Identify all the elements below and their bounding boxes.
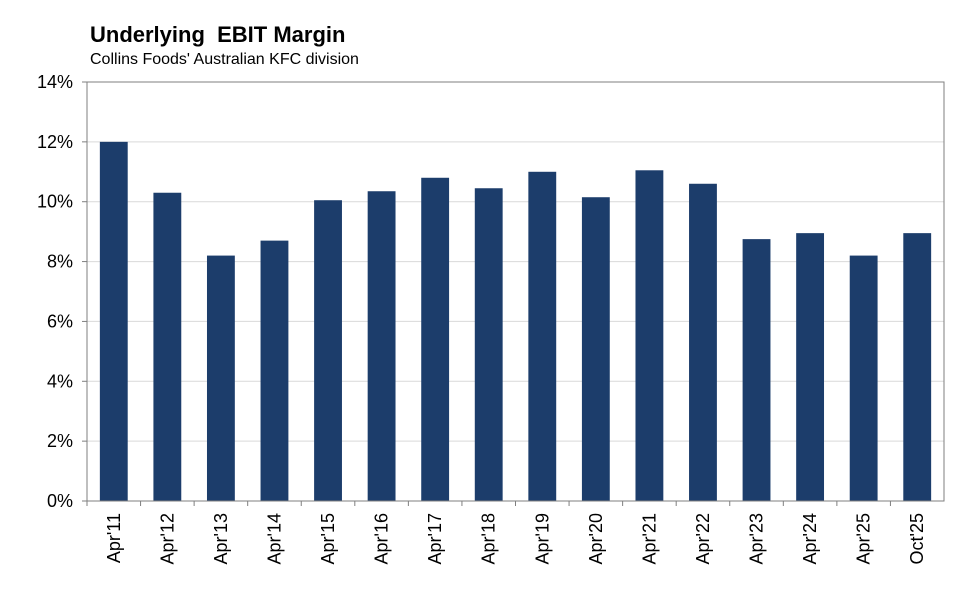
x-tick-label: Apr'15: [318, 513, 338, 564]
y-tick-label: 0%: [47, 491, 73, 511]
bar: [206, 255, 235, 501]
bar: [421, 177, 450, 501]
bar: [314, 200, 342, 502]
chart-subtitle: Collins Foods' Australian KFC division: [90, 51, 359, 68]
bar: [581, 197, 610, 501]
x-tick-label: Apr'20: [586, 513, 606, 564]
x-tick-label: Apr'13: [211, 513, 231, 564]
bar: [260, 240, 289, 501]
x-axis-ticks: Apr'11 Apr'12 Apr'13 Apr'14 Apr'15 Apr'16 Apr'…: [86, 501, 927, 564]
x-tick-label: Apr'25: [854, 513, 874, 564]
x-tick-label: Apr'21: [639, 513, 659, 564]
bar: [474, 188, 503, 501]
x-tick-label: Oct'25: [907, 513, 927, 564]
y-tick-label: 10%: [37, 192, 73, 212]
x-tick-label: Apr'22: [693, 513, 713, 564]
bar: [903, 233, 932, 501]
x-tick-label: Apr'14: [264, 513, 284, 564]
x-tick-label: Apr'18: [479, 513, 499, 564]
x-tick-label: Apr'16: [372, 513, 392, 564]
x-tick-label: Apr'19: [532, 513, 552, 564]
y-tick-label: 2%: [47, 431, 73, 451]
bar: [689, 183, 717, 501]
x-tick-label: Apr'23: [747, 513, 767, 564]
bar: [153, 192, 182, 501]
x-tick-label: Apr'11: [104, 513, 124, 563]
bars: [99, 141, 932, 502]
y-tick-label: 4%: [47, 371, 73, 391]
bar: [849, 255, 878, 501]
bar: [528, 171, 557, 502]
y-tick-label: 6%: [47, 311, 73, 331]
y-tick-label: 12%: [37, 132, 73, 152]
x-tick-label: Apr'24: [800, 513, 820, 564]
bar: [796, 233, 825, 501]
bar: [99, 141, 128, 501]
bar: [367, 191, 396, 501]
bar: [635, 170, 664, 501]
y-axis-ticks: 0% 2% 4% 6% 8% 10% 12% 14%: [37, 72, 87, 511]
y-tick-label: 14%: [37, 72, 73, 92]
x-tick-label: Apr'17: [425, 513, 445, 564]
chart-title: Underlying EBIT Margin: [90, 22, 346, 47]
y-tick-label: 8%: [47, 252, 73, 272]
bar: [742, 239, 771, 501]
x-tick-label: Apr'12: [157, 513, 177, 564]
